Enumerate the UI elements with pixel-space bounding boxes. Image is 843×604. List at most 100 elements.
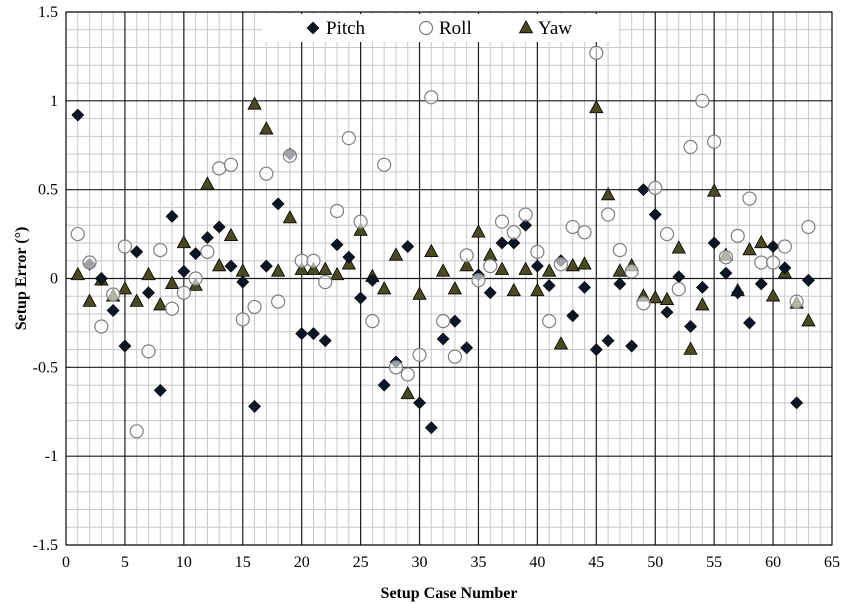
yaw-point bbox=[695, 297, 710, 311]
pitch-point bbox=[365, 273, 379, 287]
pitch-point bbox=[413, 396, 426, 410]
pitch-point bbox=[766, 240, 780, 253]
pitch-point bbox=[743, 316, 756, 330]
yaw-point bbox=[671, 240, 686, 254]
pitch-point bbox=[94, 272, 108, 285]
yaw-point bbox=[459, 258, 474, 272]
roll-point bbox=[259, 166, 274, 181]
roll-point bbox=[200, 244, 215, 259]
yaw-point bbox=[801, 313, 816, 327]
pitch-point bbox=[542, 279, 556, 293]
roll-point bbox=[589, 45, 604, 60]
roll-point bbox=[188, 271, 203, 286]
y-axis-tick-labels: -1.5 -1 -0.5 0 0.5 1 1.5 bbox=[33, 4, 58, 554]
pitch-point bbox=[507, 236, 521, 250]
x-tick-label: 0 bbox=[62, 554, 70, 571]
pitch-point bbox=[200, 231, 214, 245]
roll-point bbox=[483, 258, 498, 274]
roll-point bbox=[447, 349, 462, 364]
yaw-point bbox=[282, 210, 298, 224]
x-tick-label: 60 bbox=[765, 554, 781, 571]
x-tick-label: 55 bbox=[706, 554, 722, 571]
roll-point bbox=[436, 314, 451, 329]
pitch-point bbox=[495, 236, 509, 250]
roll-point bbox=[577, 225, 592, 240]
pitch-point bbox=[707, 236, 721, 250]
roll-point bbox=[765, 255, 781, 270]
roll-point bbox=[341, 131, 356, 146]
roll-point bbox=[518, 207, 533, 222]
y-tick-label: 1.5 bbox=[38, 4, 58, 21]
pitch-point bbox=[566, 309, 580, 323]
yaw-point bbox=[353, 222, 368, 236]
roll-point bbox=[282, 148, 298, 164]
pitch-point bbox=[71, 108, 85, 122]
yaw-point bbox=[259, 121, 274, 135]
pitch-point bbox=[625, 339, 639, 353]
pitch-point bbox=[271, 197, 285, 211]
pitch-point bbox=[142, 286, 155, 300]
y-tick-label: -1 bbox=[45, 448, 58, 465]
yaw-point bbox=[235, 263, 250, 277]
roll-point bbox=[671, 282, 686, 297]
pitch-point bbox=[648, 208, 662, 221]
legend-entry-roll: Roll bbox=[418, 18, 472, 39]
yaw-point bbox=[754, 234, 769, 249]
x-tick-label: 35 bbox=[470, 554, 486, 571]
roll-point bbox=[235, 312, 250, 327]
legend-background bbox=[262, 14, 618, 42]
pitch-point bbox=[448, 314, 462, 328]
x-tick-label: 50 bbox=[647, 554, 663, 571]
pitch-point bbox=[754, 277, 768, 291]
yaw-point bbox=[223, 227, 239, 242]
y-tick-label: 1 bbox=[50, 93, 58, 110]
roll-point bbox=[176, 285, 191, 300]
roll-point bbox=[636, 296, 651, 311]
y-axis-title: Setup Error (°) bbox=[13, 227, 30, 331]
roll-point bbox=[294, 253, 309, 268]
legend-label-pitch: Pitch bbox=[326, 18, 366, 39]
legend-entry-yaw: Yaw bbox=[518, 18, 572, 39]
pitch-point bbox=[660, 305, 674, 319]
legend-label-yaw: Yaw bbox=[538, 18, 572, 39]
plot-area-border bbox=[65, 11, 833, 546]
roll-point bbox=[624, 264, 639, 279]
roll-point bbox=[707, 134, 722, 149]
pitch-point bbox=[424, 421, 438, 435]
roll-point bbox=[94, 319, 109, 334]
yaw-point bbox=[212, 258, 227, 272]
pitch-point bbox=[695, 280, 709, 294]
yaw-point bbox=[176, 234, 192, 249]
x-tick-label: 40 bbox=[529, 554, 545, 571]
x-tick-label: 5 bbox=[121, 554, 129, 571]
pitch-point bbox=[177, 264, 191, 278]
pitch-point bbox=[637, 183, 650, 197]
roll-point bbox=[247, 299, 262, 315]
yaw-point bbox=[270, 263, 286, 277]
yaw-point bbox=[742, 242, 757, 256]
pitch-point bbox=[578, 280, 591, 294]
yaw-point bbox=[577, 256, 592, 270]
roll-point bbox=[388, 360, 404, 375]
roll-point bbox=[318, 274, 333, 290]
pitch-point bbox=[248, 399, 261, 413]
legend-entry-pitch: Pitch bbox=[306, 18, 366, 39]
y-tick-label: -0.5 bbox=[33, 359, 58, 376]
pitch-point bbox=[483, 286, 497, 300]
roll-point bbox=[612, 242, 627, 258]
roll-point bbox=[683, 139, 698, 155]
pitch-point bbox=[460, 341, 474, 355]
yaw-point bbox=[306, 261, 321, 275]
pitch-point bbox=[236, 275, 250, 289]
yaw-point bbox=[589, 99, 604, 114]
pitch-point bbox=[318, 334, 332, 348]
roll-point bbox=[412, 347, 427, 362]
yaw-point bbox=[117, 281, 133, 295]
roll-point bbox=[600, 207, 616, 222]
roll-point bbox=[754, 255, 769, 270]
pitch-point bbox=[189, 247, 203, 261]
yaw-point bbox=[612, 263, 628, 277]
pitch-point bbox=[719, 266, 733, 280]
yaw-point bbox=[318, 261, 333, 275]
yaw-point bbox=[294, 261, 309, 275]
